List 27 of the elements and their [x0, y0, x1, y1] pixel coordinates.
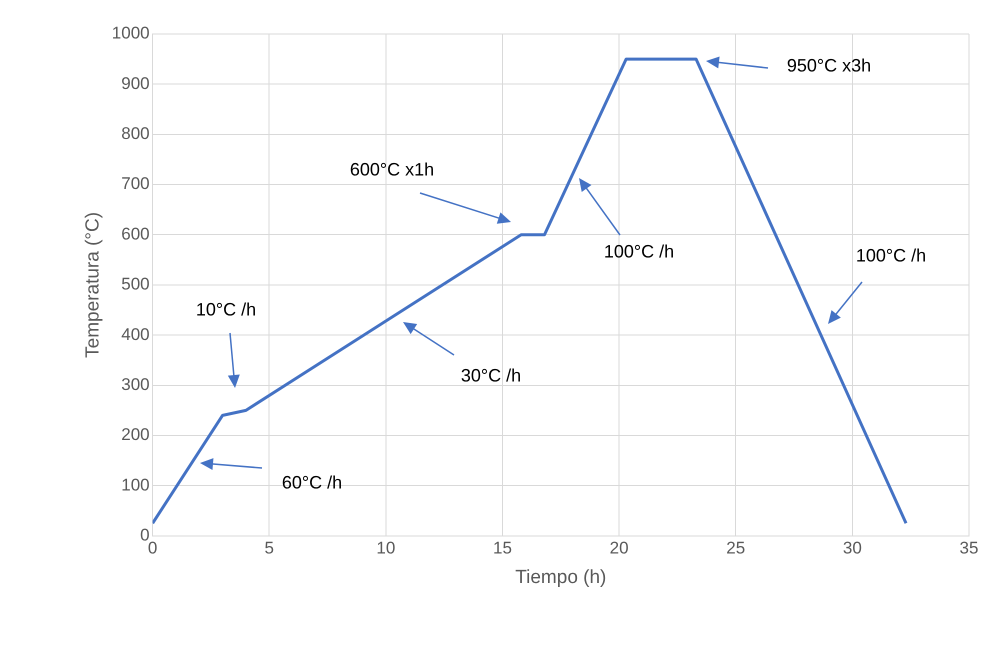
annotation: 100°C /h [856, 246, 926, 266]
y-tick-label: 700 [121, 174, 150, 194]
x-axis-title: Tiempo (h) [515, 566, 606, 588]
y-tick-label: 800 [121, 124, 150, 144]
annotation: 950°C x3h [786, 56, 872, 76]
y-tick-label: 400 [121, 324, 150, 344]
x-tick-label: 5 [264, 538, 274, 558]
y-tick-label: 200 [121, 425, 150, 444]
x-tick-label: 10 [376, 538, 396, 558]
x-tick-label: 30 [842, 538, 862, 558]
y-tick-label: 100 [121, 475, 150, 494]
y-tick-label: 600 [121, 224, 150, 244]
y-tick-label: 0 [140, 525, 150, 544]
annotation: 30°C /h [460, 366, 522, 386]
y-axis-title: Temperatura (°C) [82, 212, 104, 358]
x-tick-label: 15 [493, 538, 512, 558]
x-tick-label: 35 [960, 538, 978, 558]
annotation: 600°C x1h [350, 160, 434, 180]
y-tick-label: 1000 [112, 24, 150, 43]
annotation: 60°C /h [282, 472, 342, 494]
y-tick-label: 500 [121, 274, 150, 294]
x-tick-label: 25 [726, 538, 746, 558]
annotation: 100°C /h [604, 242, 674, 262]
x-tick-label: 20 [610, 538, 629, 558]
annotation: 10°C /h [196, 300, 256, 320]
y-tick-label: 900 [121, 74, 150, 93]
y-tick-label: 300 [121, 374, 150, 394]
